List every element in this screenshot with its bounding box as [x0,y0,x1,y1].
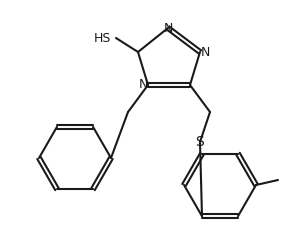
Text: N: N [200,46,210,59]
Text: HS: HS [93,31,111,45]
Text: S: S [196,135,205,149]
Text: N: N [138,79,148,92]
Text: N: N [163,21,173,34]
